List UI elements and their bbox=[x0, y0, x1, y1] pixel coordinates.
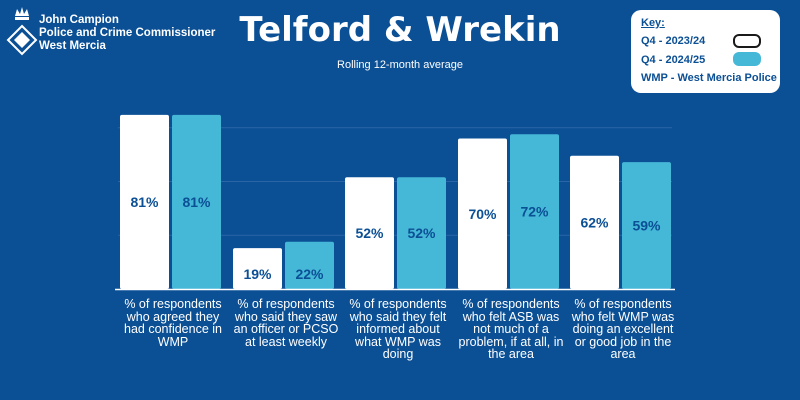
bar-series2-1 bbox=[172, 114, 221, 289]
page-title: Telford & Wrekin bbox=[239, 10, 561, 50]
crown-badge-icon bbox=[6, 7, 38, 56]
data-label-series1-5: 62% bbox=[580, 214, 609, 230]
pcc-logo: John Campion Police and Crime Commission… bbox=[6, 4, 216, 80]
bar-series1-5 bbox=[570, 155, 619, 289]
bar-series2-3 bbox=[397, 177, 446, 289]
data-label-series2-3: 52% bbox=[407, 225, 436, 241]
key-title: Key: bbox=[641, 17, 665, 29]
logo-line-3: West Mercia bbox=[39, 40, 106, 52]
key-series1-label: Q4 - 2023/24 bbox=[641, 35, 706, 47]
bar-series1-2 bbox=[233, 248, 282, 289]
category-label-5: % of respondents who felt WMP was doing … bbox=[571, 297, 675, 361]
data-label-series1-3: 52% bbox=[355, 225, 384, 241]
data-label-series1-2: 19% bbox=[243, 266, 272, 282]
key-note: WMP - West Mercia Police bbox=[641, 72, 777, 84]
data-label-series2-4: 72% bbox=[520, 204, 549, 220]
data-label-series2-2: 22% bbox=[295, 266, 324, 282]
category-label-1: % of respondents who agreed they had con… bbox=[124, 297, 222, 349]
bar-series1-4 bbox=[458, 138, 507, 289]
logo-text: John Campion Police and Crime Commission… bbox=[39, 14, 215, 53]
legend-key: Key: Q4 - 2023/24 Q4 - 2024/25 WMP - Wes… bbox=[631, 10, 780, 93]
bar-series1-1 bbox=[120, 114, 169, 289]
logo-line-2: Police and Crime Commissioner bbox=[39, 27, 216, 39]
bar-series2-4 bbox=[510, 134, 559, 289]
bar-series2-2 bbox=[285, 241, 334, 289]
page-subtitle: Rolling 12-month average bbox=[337, 59, 463, 71]
category-label-2: % of respondents who said they saw an of… bbox=[233, 297, 339, 349]
category-label-3: % of respondents who said they felt info… bbox=[349, 297, 447, 361]
data-label-series1-1: 81% bbox=[130, 194, 159, 210]
category-label-4: % of respondents who felt ASB was not mu… bbox=[458, 297, 564, 361]
key-series1-swatch bbox=[733, 34, 761, 48]
key-series2-label: Q4 - 2024/25 bbox=[641, 54, 706, 66]
key-series2-swatch bbox=[733, 52, 761, 66]
bar-series1-3 bbox=[345, 177, 394, 289]
logo-line-1: John Campion bbox=[39, 14, 119, 26]
data-label-series2-1: 81% bbox=[182, 194, 211, 210]
bar-series2-5 bbox=[622, 162, 671, 289]
data-label-series1-4: 70% bbox=[468, 206, 497, 222]
data-label-series2-5: 59% bbox=[632, 218, 661, 234]
